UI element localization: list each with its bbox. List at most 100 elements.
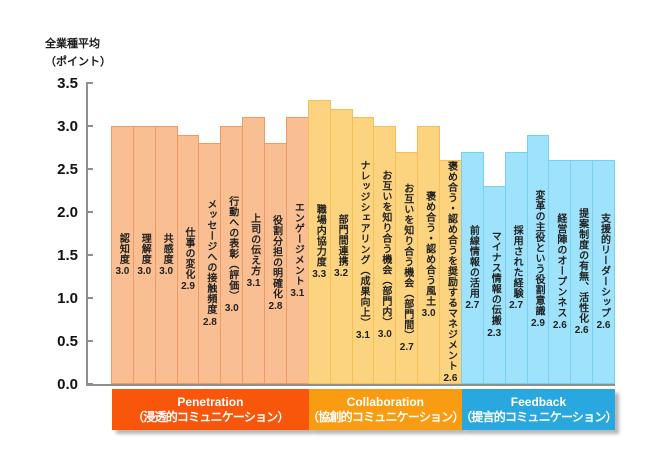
bar-value: 3.1 xyxy=(246,277,261,289)
bar-label: 職場内協力度 xyxy=(314,204,326,268)
y-tick-mark-2.0 xyxy=(86,211,93,213)
bar-value: 2.9 xyxy=(530,317,545,329)
bar-penetration-4: 仕事の変化 2.9 xyxy=(176,134,200,384)
y-tick-label-0.5: 0.5 xyxy=(57,333,78,350)
bar-value: 2.8 xyxy=(268,301,283,313)
bar-label: 役割分担の明確化 xyxy=(270,215,282,300)
bar-value: 2.3 xyxy=(487,327,502,339)
x-axis-line xyxy=(86,384,615,386)
y-axis-line xyxy=(86,82,88,385)
bar-label: 提案制度の有無、活性化 xyxy=(576,207,588,324)
y-tick-label-3.5: 3.5 xyxy=(57,75,78,92)
bar-label: エンゲージメント xyxy=(292,202,304,287)
bar-value: 2.6 xyxy=(552,320,567,332)
bar-label: 行動への表彰（評価） xyxy=(226,196,238,301)
bar-penetration-6: 行動への表彰（評価） 3.0 xyxy=(220,126,244,384)
bar-label: 経営陣のオープンネス xyxy=(554,213,566,319)
bar-penetration-2: 理解度 3.0 xyxy=(132,126,156,384)
y-axis-title-line2: （ポイント） xyxy=(45,55,111,68)
bar-collaboration-5: お互いを知り合う機会（部門間） 2.7 xyxy=(395,151,419,384)
y-tick-mark-0.0 xyxy=(86,383,93,385)
y-axis-title-line1: 全業種平均 xyxy=(45,38,100,50)
bar-collaboration-7: 褒め合う・認め合うを奨励するマネジメント 2.6 xyxy=(439,160,462,384)
band-penetration: Penetration （浸透的コミュニケーション） xyxy=(112,389,309,430)
bar-value: 3.1 xyxy=(290,288,305,300)
bar-feedback-5: 経営陣のオープンネス 2.6 xyxy=(548,160,572,384)
bar-feedback-6: 提案制度の有無、活性化 2.6 xyxy=(570,160,594,384)
bar-feedback-4: 変革の主役という役割意識 2.9 xyxy=(526,134,550,384)
bar-collaboration-1: 職場内協力度 3.3 xyxy=(307,100,331,384)
bar-penetration-8: 役割分担の明確化 2.8 xyxy=(264,143,287,384)
bar-label: 支援的リーダーシップ xyxy=(598,213,610,319)
bar-label: 仕事の変化 xyxy=(183,226,195,280)
bar-value: 3.0 xyxy=(421,308,436,320)
band-collaboration: Collaboration （協創的コミュニケーション） xyxy=(307,389,464,430)
bar-value: 3.0 xyxy=(159,266,174,278)
y-tick-label-1.0: 1.0 xyxy=(57,290,78,307)
bar-value: 3.1 xyxy=(356,330,370,342)
y-tick-label-1.5: 1.5 xyxy=(57,247,78,264)
bar-value: 2.7 xyxy=(509,300,524,312)
y-tick-mark-3.5 xyxy=(86,82,93,84)
bar-label: 認知度 xyxy=(117,232,129,265)
bar-collaboration-2: 部門間連携 3.2 xyxy=(329,108,353,384)
y-tick-label-2.0: 2.0 xyxy=(57,204,78,221)
bar-feedback-7: 支援的リーダーシップ 2.6 xyxy=(592,160,615,384)
y-tick-mark-3.0 xyxy=(86,125,93,127)
bar-collaboration-6: 褒め合う・認め合う風土 3.0 xyxy=(417,126,441,384)
band-feedback: Feedback （提言的コミュニケーション） xyxy=(460,389,618,430)
bar-penetration-3: 共感度 3.0 xyxy=(154,126,178,384)
bar-value: 3.0 xyxy=(115,266,130,278)
bar-label: 部門間連携 xyxy=(336,213,348,267)
y-axis-title: 全業種平均 （ポイント） xyxy=(45,36,111,71)
bar-label: 前線情報の活用 xyxy=(467,224,479,299)
bar-feedback-3: 採用された経験 2.7 xyxy=(504,151,528,384)
band-label-en: Penetration xyxy=(177,394,244,409)
band-label-en: Collaboration xyxy=(346,394,425,409)
bar-label: 採用された経験 xyxy=(511,224,523,299)
bar-label: 変革の主役という役割意識 xyxy=(532,189,544,316)
bar-label: ナレッジシェアリング（成果向上） xyxy=(357,160,369,329)
bar-penetration-7: 上司の伝え方 3.1 xyxy=(242,117,266,384)
bar-value: 2.6 xyxy=(443,372,458,384)
bar-label: お互いを知り合う機会（部門間） xyxy=(401,182,413,341)
bar-penetration-9: エンゲージメント 3.1 xyxy=(285,117,309,384)
bar-label: マイナス情報の伝搬 xyxy=(489,231,501,326)
bar-value: 2.6 xyxy=(574,325,589,337)
bar-value: 2.7 xyxy=(465,300,480,312)
y-tick-mark-0.5 xyxy=(86,340,93,342)
bar-value: 3.2 xyxy=(334,268,349,280)
bar-label: 理解度 xyxy=(139,232,151,265)
bar-value: 3.0 xyxy=(137,266,152,278)
y-tick-mark-2.5 xyxy=(86,168,93,170)
band-label-ja: （提言的コミュニケーション） xyxy=(460,409,617,424)
bar-value: 2.6 xyxy=(596,320,611,332)
bar-collaboration-3: ナレッジシェアリング（成果向上） 3.1 xyxy=(351,117,375,384)
band-label-ja: （協創的コミュニケーション） xyxy=(307,409,464,424)
bar-value: 3.3 xyxy=(312,269,327,281)
y-tick-label-3.0: 3.0 xyxy=(57,118,78,135)
bar-penetration-1: 認知度 3.0 xyxy=(111,126,134,384)
bar-collaboration-4: お互いを知り合う機会（部門内） 3.0 xyxy=(373,126,397,384)
bar-feedback-2: マイナス情報の伝搬 2.3 xyxy=(482,186,506,384)
bar-label: 褒め合う・認め合うを奨励するマネジメント xyxy=(445,160,457,371)
bar-penetration-5: メッセージへの接触頻度 2.8 xyxy=(198,143,222,384)
bar-value: 2.8 xyxy=(202,316,217,328)
bar-label: メッセージへの接触頻度 xyxy=(204,199,216,315)
bar-label: 共感度 xyxy=(161,232,173,265)
bar-value: 2.9 xyxy=(181,281,195,293)
band-label-en: Feedback xyxy=(510,394,567,409)
bar-label: 褒め合う・認め合う風土 xyxy=(423,190,435,307)
bar-label: 上司の伝え方 xyxy=(248,212,260,276)
y-tick-label-0.0: 0.0 xyxy=(57,376,78,393)
y-tick-mark-1.5 xyxy=(86,254,93,256)
bar-feedback-1: 前線情報の活用 2.7 xyxy=(460,151,484,384)
bar-value: 3.0 xyxy=(224,303,239,314)
y-tick-mark-1.0 xyxy=(86,297,93,299)
y-tick-label-2.5: 2.5 xyxy=(57,161,78,178)
bar-label: お互いを知り合う機会（部門内） xyxy=(379,169,391,328)
bar-value: 2.7 xyxy=(399,342,414,354)
bar-value: 3.0 xyxy=(377,329,392,341)
band-label-ja: （浸透的コミュニケーション） xyxy=(132,409,289,424)
